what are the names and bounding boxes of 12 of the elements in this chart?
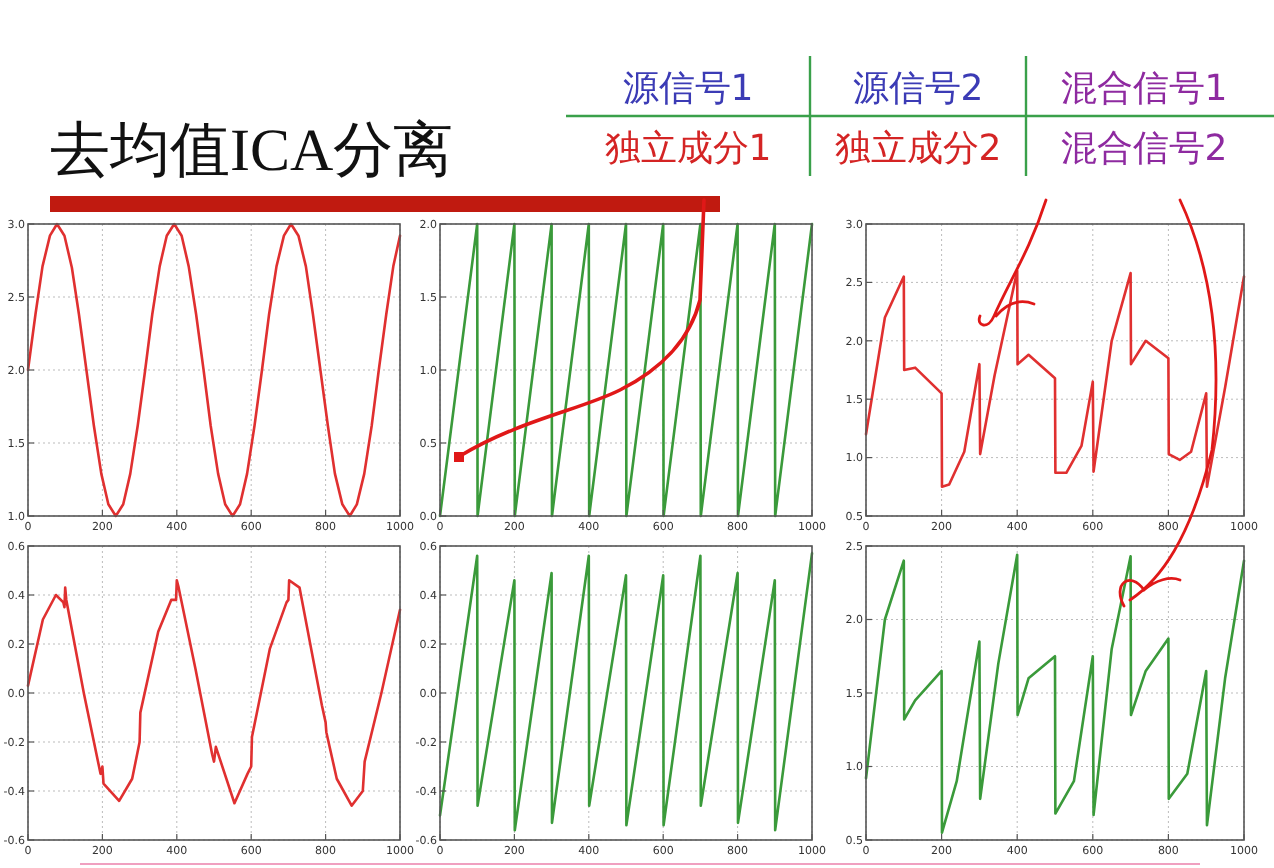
text: 源信号2: [852, 68, 984, 110]
text: 独立成分2: [834, 128, 1002, 170]
chart-title: 去均值ICA分离: [50, 118, 454, 184]
text: 独立成分1: [604, 128, 772, 170]
text: 混合信号2: [1060, 128, 1228, 170]
text: 混合信号1: [1060, 68, 1228, 110]
text: 源信号1: [622, 68, 754, 110]
line-series: [26, 579, 402, 807]
line-series: [864, 269, 1246, 489]
line-series: [26, 222, 402, 518]
line-series: [864, 553, 1246, 834]
line-series: [438, 552, 814, 832]
